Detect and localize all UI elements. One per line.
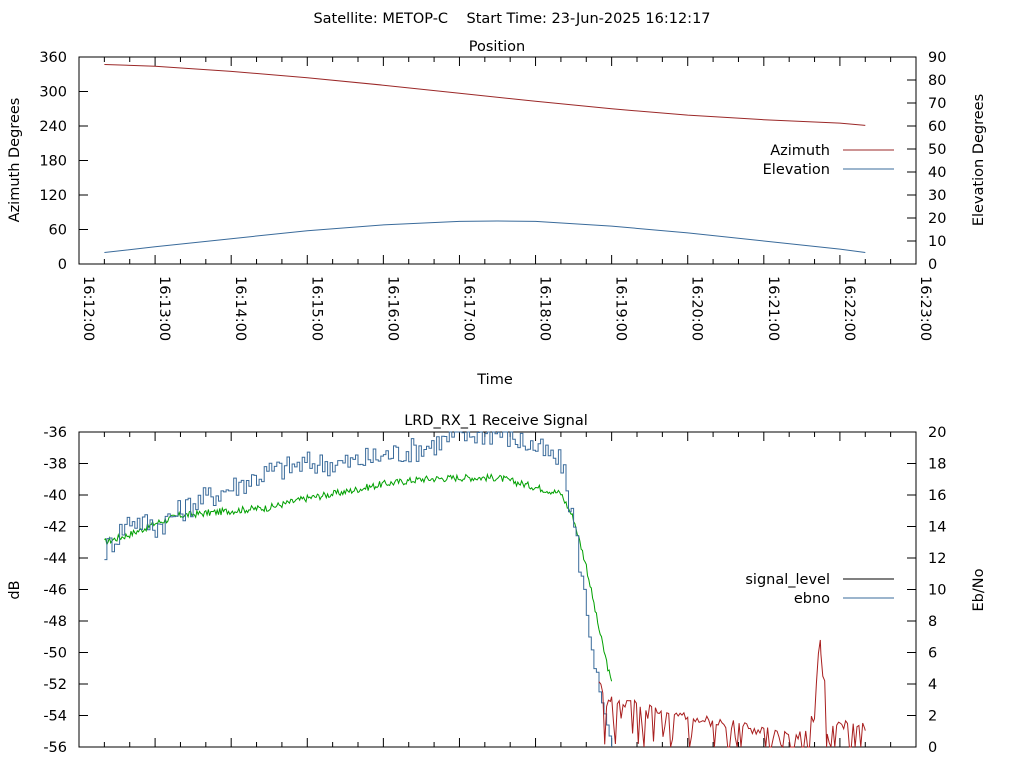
signal-y-tick-label: -38 [43,457,67,473]
position-y2-tick-label: 70 [928,96,946,112]
series-red-line [598,639,866,749]
position-y-tick-label: 120 [39,188,67,204]
position-x-tick-label: 16:12:00 [80,276,96,341]
position-y-tick-label: 180 [39,154,67,170]
signal-plot-frame [78,431,917,748]
signal-y-tick-label: -56 [43,740,67,756]
signal-y2-tick-label: 18 [928,457,946,473]
position-y2-tick-label: 90 [928,50,946,66]
signal-y2-tick-label: 20 [928,425,946,441]
position-chart-title: Position [469,39,525,55]
legend-azimuth-label: Azimuth [770,143,830,159]
position-y2-tick-label: 40 [928,165,946,181]
signal-y2-tick-label: 8 [928,614,937,630]
series-green-line [104,472,613,682]
position-x-tick-label: 16:18:00 [537,276,553,341]
signal-y-axis-label: dB [7,580,23,599]
signal-y-tick-label: -42 [43,520,67,536]
position-plot-frame [78,56,917,265]
signal-y2-tick-label: 2 [928,709,937,725]
signal-y2-tick-label: 6 [928,646,937,662]
position-y-tick-label: 60 [49,223,67,239]
position-x-tick-label: 16:21:00 [765,276,781,341]
position-y2-tick-label: 50 [928,142,946,158]
signal-y-tick-label: -54 [43,709,67,725]
position-y2-tick-label: 20 [928,211,946,227]
position-x-tick-label: 16:17:00 [460,276,476,341]
position-x-tick-label: 16:16:00 [384,276,400,341]
position-x-tick-label: 16:19:00 [613,276,629,341]
signal-y2-tick-label: 12 [928,551,946,567]
signal-chart-title: LRD_RX_1 Receive Signal [404,413,588,429]
legend-elevation-label: Elevation [763,162,830,178]
position-y-tick-label: 300 [39,85,67,101]
signal-y-tick-label: -36 [43,425,67,441]
signal-y2-axis-label: Eb/No [971,568,987,611]
position-y-axis-label: Azimuth Degrees [7,98,23,223]
main-title: Satellite: METOP-C Start Time: 23-Jun-20… [313,11,710,27]
position-x-tick-label: 16:23:00 [917,276,933,341]
signal-y2-tick-label: 0 [928,740,937,756]
series-ebno-line [104,431,613,747]
signal-y-tick-label: -44 [43,551,67,567]
signal-y-tick-label: -40 [43,488,67,504]
signal-y2-tick-label: 16 [928,488,946,504]
signal-y2-tick-label: 14 [928,520,946,536]
signal-y-tick-label: -52 [43,677,67,693]
position-chart: Position Azimuth Degrees Elevation Degre… [7,39,987,388]
signal-y-tick-label: -50 [43,646,67,662]
signal-y2-tick-label: 4 [928,677,937,693]
position-x-axis-label: Time [476,372,513,388]
position-y2-tick-label: 80 [928,73,946,89]
position-y-tick-label: 0 [58,257,67,273]
signal-y-tick-label: -46 [43,583,67,599]
position-y2-axis-label: Elevation Degrees [971,94,987,226]
legend-signal-level-label: signal_level [745,572,830,588]
position-x-tick-label: 16:15:00 [308,276,324,341]
position-x-tick-label: 16:13:00 [156,276,172,341]
position-y2-tick-label: 0 [928,257,937,273]
signal-y2-tick-label: 10 [928,583,946,599]
position-x-tick-label: 16:20:00 [689,276,705,341]
receive-signal-chart: LRD_RX_1 Receive Signal dB Eb/No -36 -38 -… [7,413,987,756]
series-elevation-line [104,220,866,253]
position-x-tick-label: 16:14:00 [232,276,248,341]
legend-ebno-label: ebno [794,591,830,607]
series-azimuth-line [104,64,866,126]
position-y2-tick-label: 10 [928,234,946,250]
signal-y-tick-label: -48 [43,614,67,630]
position-y-tick-label: 240 [39,119,67,135]
position-y-tick-label: 360 [39,50,67,66]
position-y2-tick-label: 30 [928,188,946,204]
position-y2-tick-label: 60 [928,119,946,135]
position-x-tick-label: 16:22:00 [841,276,857,341]
